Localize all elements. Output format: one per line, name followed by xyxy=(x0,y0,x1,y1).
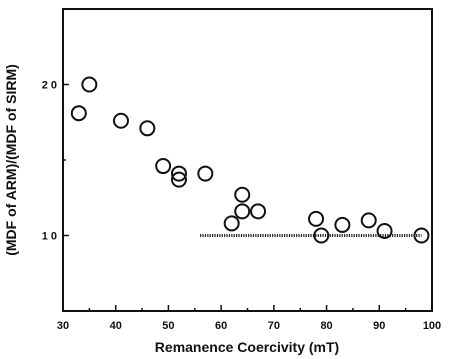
data-point xyxy=(223,215,240,232)
data-point xyxy=(139,120,156,137)
x-tick-label: 80 xyxy=(320,320,332,332)
data-point xyxy=(334,216,351,233)
data-point xyxy=(197,165,214,182)
data-point xyxy=(170,171,187,188)
y-tick-label: 1 0 xyxy=(42,231,57,243)
data-point xyxy=(234,186,251,203)
y-tick-label: 2 0 xyxy=(42,80,57,92)
y-axis-label: (MDF of ARM)/(MDF of SIRM) xyxy=(3,64,19,256)
y-axis: 1 0 2 0 xyxy=(42,80,69,243)
plot-frame xyxy=(62,8,433,312)
x-tick-label: 100 xyxy=(423,320,441,332)
data-point xyxy=(81,76,98,93)
data-point xyxy=(234,203,251,220)
data-point xyxy=(250,203,267,220)
x-tick-label: 70 xyxy=(268,320,280,332)
data-point xyxy=(155,158,172,175)
data-point xyxy=(360,212,377,229)
x-tick-label: 60 xyxy=(215,320,227,332)
x-tick-label: 50 xyxy=(162,320,174,332)
data-points xyxy=(70,76,430,244)
x-axis: 30 40 50 60 70 80 90 100 xyxy=(57,305,441,332)
x-axis-label: Remanence Coercivity (mT) xyxy=(155,339,339,355)
x-tick-label: 40 xyxy=(110,320,122,332)
data-point xyxy=(112,112,129,129)
data-point xyxy=(313,227,330,244)
data-point xyxy=(308,210,325,227)
x-tick-label: 30 xyxy=(57,320,69,332)
data-point xyxy=(70,105,87,122)
data-point xyxy=(170,165,187,182)
data-point xyxy=(376,222,393,239)
x-tick-label: 90 xyxy=(373,320,385,332)
data-point xyxy=(413,227,430,244)
